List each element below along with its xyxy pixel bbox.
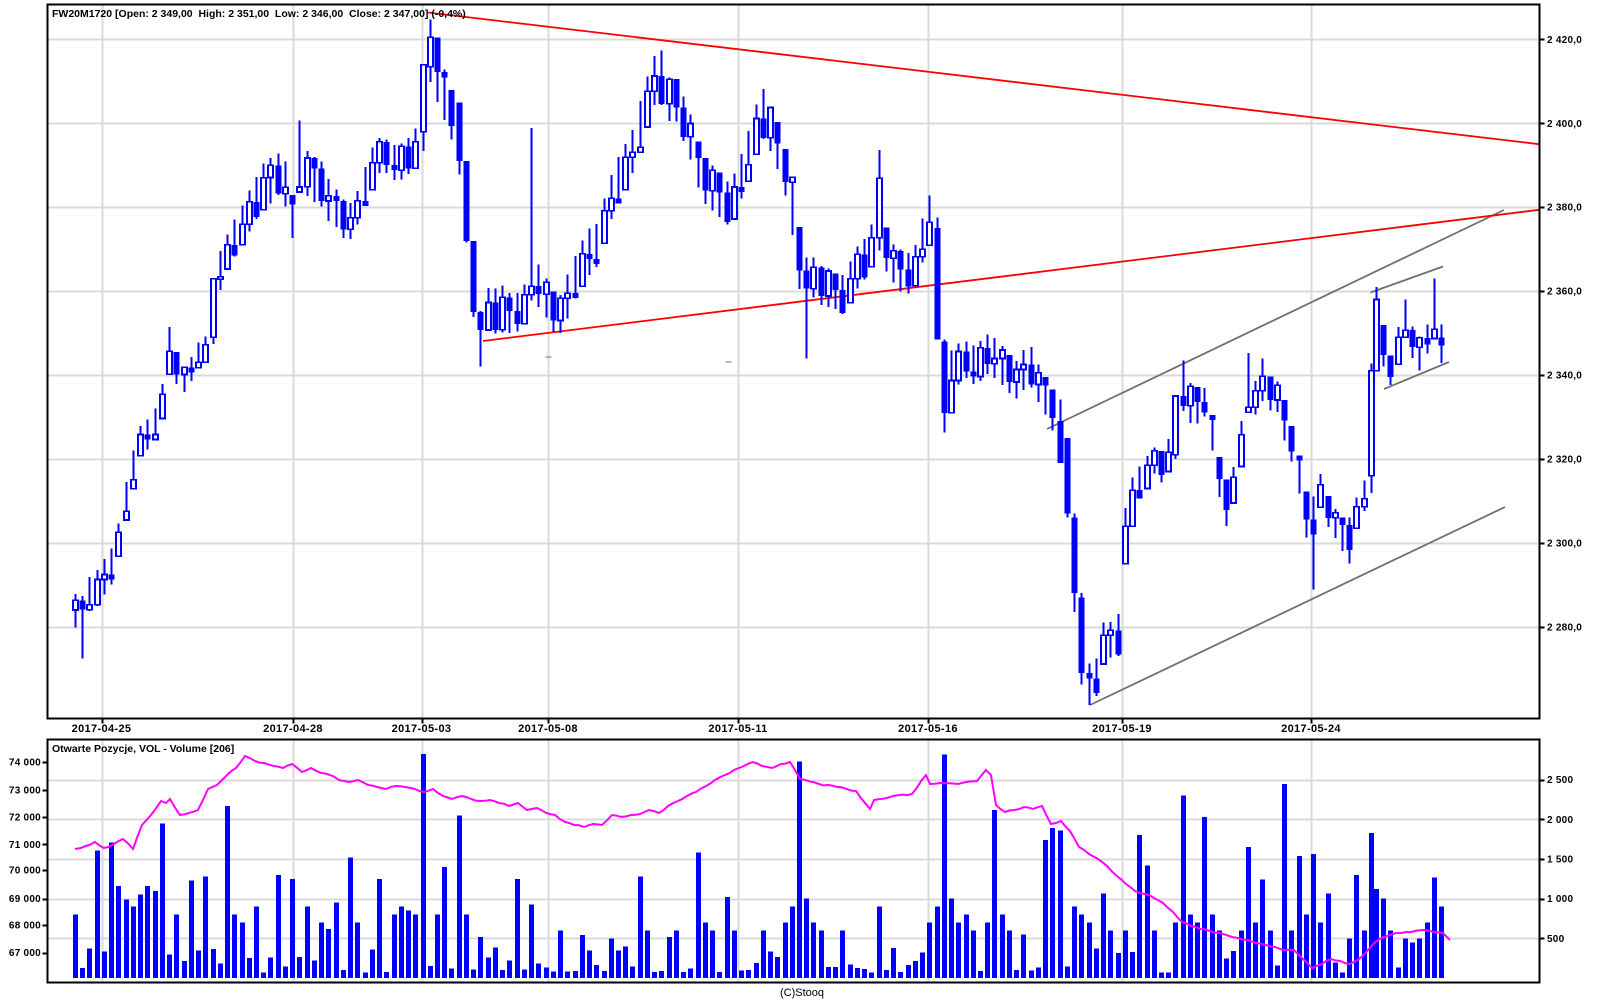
svg-text:2 000: 2 000 (1547, 815, 1573, 826)
svg-text:1 000: 1 000 (1547, 894, 1573, 905)
svg-text:67 000: 67 000 (9, 948, 41, 959)
svg-text:1 500: 1 500 (1547, 855, 1573, 866)
svg-text:2 400,0: 2 400,0 (1547, 119, 1582, 130)
svg-text:2017-04-25: 2017-04-25 (72, 723, 132, 735)
svg-text:2017-05-16: 2017-05-16 (898, 723, 958, 735)
svg-text:2 360,0: 2 360,0 (1547, 287, 1582, 298)
svg-text:2 320,0: 2 320,0 (1547, 455, 1582, 466)
svg-text:2 300,0: 2 300,0 (1547, 538, 1582, 549)
svg-text:73 000: 73 000 (9, 785, 41, 796)
svg-text:70 000: 70 000 (9, 865, 41, 876)
svg-text:Otwarte Pozycje, VOL - Volume: Otwarte Pozycje, VOL - Volume [206] (52, 743, 234, 755)
svg-text:71 000: 71 000 (9, 840, 41, 851)
svg-text:2017-05-19: 2017-05-19 (1092, 723, 1152, 735)
svg-text:2017-05-11: 2017-05-11 (708, 723, 767, 735)
svg-text:(C)Stooq: (C)Stooq (780, 987, 824, 999)
svg-text:72 000: 72 000 (9, 812, 41, 823)
svg-text:FW20M1720 [Open: 2 349,00 Hig: FW20M1720 [Open: 2 349,00 High: 2 351,00… (52, 8, 466, 20)
svg-text:68 000: 68 000 (9, 920, 41, 931)
svg-text:2017-05-24: 2017-05-24 (1281, 723, 1341, 735)
svg-text:74 000: 74 000 (9, 758, 41, 769)
svg-text:500: 500 (1547, 934, 1565, 945)
svg-text:2017-05-03: 2017-05-03 (392, 723, 452, 735)
svg-text:2017-04-28: 2017-04-28 (263, 723, 323, 735)
svg-text:2 420,0: 2 420,0 (1547, 35, 1582, 46)
svg-text:69 000: 69 000 (9, 894, 41, 905)
svg-text:2017-05-08: 2017-05-08 (518, 723, 578, 735)
svg-text:2 500: 2 500 (1547, 775, 1573, 786)
svg-text:2 380,0: 2 380,0 (1547, 203, 1582, 214)
svg-text:2 280,0: 2 280,0 (1547, 622, 1582, 633)
svg-text:2 340,0: 2 340,0 (1547, 371, 1582, 382)
